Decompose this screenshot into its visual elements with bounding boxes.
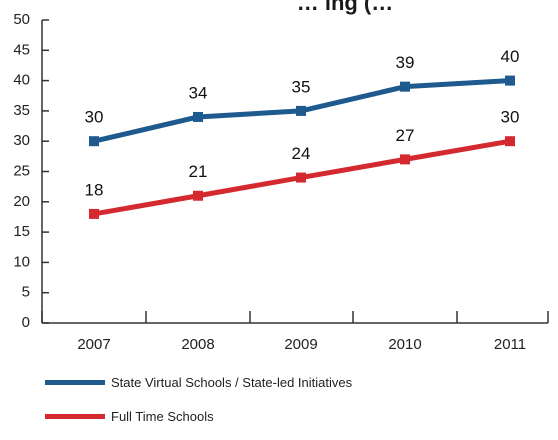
legend-label-state-virtual: State Virtual Schools / State-led Initia… <box>111 374 353 390</box>
y-tick-label: 5 <box>22 284 30 301</box>
y-tick-label: 45 <box>13 41 30 58</box>
chart-title: … ing (… <box>297 0 394 15</box>
legend: State Virtual Schools / State-led Initia… <box>45 372 352 440</box>
legend-item-full-time: Full Time Schools <box>45 406 352 426</box>
data-label: 30 <box>85 108 104 127</box>
x-tick-label: 2008 <box>181 336 214 353</box>
data-point-marker <box>193 190 203 201</box>
line-chart: … ing (… 0 5 10 15 20 25 30 35 40 45 50 2007 2008 200… <box>13 0 549 353</box>
x-tick-label: 2011 <box>494 336 526 353</box>
axes: 0 5 10 15 20 25 30 35 40 45 50 2007 2008 2009 2010 2011 <box>13 11 549 353</box>
data-point-marker <box>400 81 410 92</box>
data-label: 27 <box>396 126 415 145</box>
y-tick-label: 15 <box>13 223 30 240</box>
data-label: 18 <box>85 180 104 199</box>
data-point-marker <box>296 172 306 183</box>
series-layer <box>89 75 515 219</box>
y-tick-label: 10 <box>13 253 30 270</box>
x-tick-label: 2007 <box>77 336 110 353</box>
data-point-marker <box>505 136 515 147</box>
data-point-marker <box>89 208 99 219</box>
legend-label-full-time: Full Time Schools <box>111 408 214 424</box>
y-tick-label: 30 <box>13 132 30 149</box>
x-tick-label: 2009 <box>284 336 317 353</box>
data-label: 24 <box>292 144 311 163</box>
data-point-marker <box>296 105 306 116</box>
x-tick-label: 2010 <box>388 336 421 353</box>
legend-item-state-virtual: State Virtual Schools / State-led Initia… <box>45 372 352 392</box>
data-point-marker <box>400 154 410 165</box>
data-point-marker <box>505 75 515 86</box>
y-tick-label: 35 <box>13 102 30 119</box>
data-label: 35 <box>292 77 311 96</box>
y-tick-label: 50 <box>13 11 30 28</box>
legend-swatch-full-time <box>45 413 105 419</box>
y-tick-label: 25 <box>13 162 30 179</box>
y-tick-label: 40 <box>13 72 30 89</box>
data-point-marker <box>193 111 203 122</box>
y-tick-label: 20 <box>13 193 30 210</box>
data-label: 34 <box>189 83 208 102</box>
legend-swatch-state-virtual <box>45 379 105 385</box>
data-labels-layer: 30 34 35 39 40 18 21 24 27 30 <box>85 47 520 199</box>
data-point-marker <box>89 136 99 147</box>
data-label: 30 <box>501 108 520 127</box>
data-label: 39 <box>396 53 415 72</box>
data-label: 21 <box>189 162 208 181</box>
y-tick-label: 0 <box>22 314 30 331</box>
data-label: 40 <box>501 47 520 66</box>
